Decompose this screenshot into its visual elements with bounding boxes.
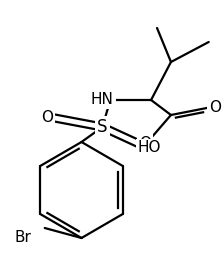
Text: HN: HN — [91, 92, 114, 107]
Text: O: O — [41, 110, 53, 125]
Text: Br: Br — [14, 230, 31, 246]
Text: HO: HO — [137, 140, 161, 155]
Text: S: S — [97, 118, 108, 136]
Text: O: O — [209, 101, 221, 116]
Text: O: O — [139, 135, 151, 151]
